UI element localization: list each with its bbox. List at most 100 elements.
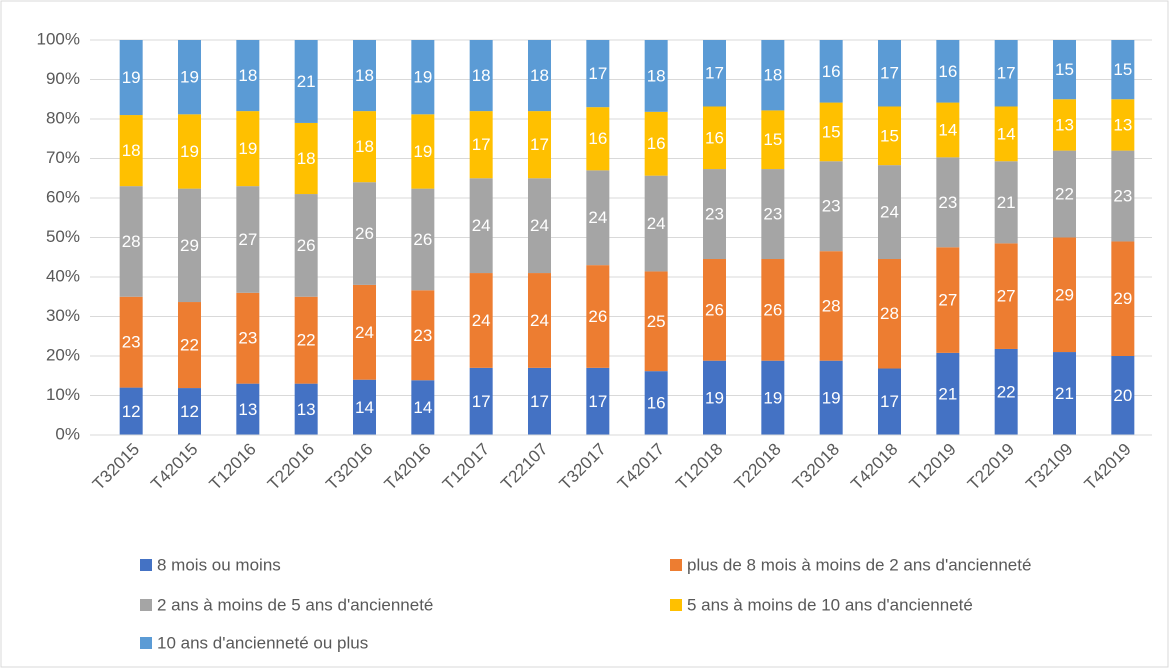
data-label: 17 [530,392,549,411]
bar-segment [1053,150,1076,238]
legend-label: 2 ans à moins de 5 ans d'ancienneté [157,595,433,614]
data-label: 19 [822,388,841,407]
data-label: 18 [238,66,257,85]
data-label: 17 [530,135,549,154]
bar-segment [119,296,143,388]
bar-segment [936,102,960,158]
bar-segment [353,379,376,435]
data-label: 17 [588,64,607,83]
data-label: 29 [1113,289,1132,308]
data-label: 27 [938,291,957,310]
bar-segment [819,251,843,361]
data-label: 19 [413,142,432,161]
bar-segment [1053,99,1076,151]
data-label: 22 [297,331,316,350]
data-label: 17 [472,135,491,154]
data-label: 19 [413,68,432,87]
y-tick-label: 90% [46,69,80,88]
bar-segment [586,367,610,435]
data-label: 13 [297,400,316,419]
bar-segment [119,387,143,435]
data-label: 24 [530,216,549,235]
bar-segment [761,110,785,170]
data-label: 17 [588,392,607,411]
data-label: 17 [997,64,1016,83]
bar-segment [178,302,201,389]
y-tick-label: 10% [46,385,80,404]
bar-segment [236,383,260,435]
bar-segment [469,111,493,179]
legend-swatch [140,637,152,649]
data-label: 26 [588,307,607,326]
legend-swatch [140,599,152,611]
data-label: 28 [822,296,841,315]
bar-segment [586,265,610,368]
data-label: 18 [530,66,549,85]
data-label: 15 [1055,60,1074,79]
bar-segment [119,186,143,297]
y-tick-label: 100% [37,29,80,48]
bar-segment [703,40,726,107]
data-label: 24 [530,311,549,330]
bar-segment [936,247,960,353]
data-label: 24 [355,323,374,342]
data-label: 23 [705,205,724,224]
data-label: 13 [238,400,257,419]
data-label: 16 [822,62,841,81]
y-tick-label: 40% [46,266,80,285]
bar-segment [703,169,726,260]
data-label: 14 [413,398,432,417]
data-label: 21 [297,72,316,91]
bar-segment [1053,237,1076,353]
data-label: 26 [297,236,316,255]
y-tick-label: 50% [46,227,80,246]
bar-segment [469,40,493,112]
data-label: 12 [122,402,141,421]
legend-label: 5 ans à moins de 10 ans d'ancienneté [687,595,973,614]
bar-segment [411,380,435,435]
data-label: 23 [1113,187,1132,206]
bar-segment [878,40,901,107]
data-label: 13 [1055,115,1074,134]
data-label: 26 [413,230,432,249]
bar-segment [644,371,668,435]
bar-segment [878,106,901,166]
data-label: 19 [122,68,141,87]
data-label: 20 [1113,386,1132,405]
data-label: 24 [647,214,666,233]
data-label: 28 [880,304,899,323]
bar-segment [294,383,318,435]
data-label: 18 [355,137,374,156]
bar-segment [644,271,668,372]
bar-segment [294,296,318,384]
bar-segment [761,40,785,111]
bar-segment [294,40,318,123]
bar-segment [294,194,318,297]
legend-label: 10 ans d'ancienneté ou plus [157,633,368,652]
y-tick-label: 70% [46,148,80,167]
bar-segment [178,40,201,115]
data-label: 21 [938,384,957,403]
bar-segment [586,40,610,108]
bar-segment [761,259,785,361]
bar-segment [994,348,1018,435]
bar-segment [353,111,376,183]
data-label: 23 [763,205,782,224]
bar-segment [236,292,260,384]
bar-segment [644,175,668,272]
bar-segment [178,114,201,189]
bar-segment [119,40,143,116]
data-label: 16 [647,134,666,153]
bar-segment [819,360,843,435]
data-label: 29 [1055,285,1074,304]
data-label: 17 [472,392,491,411]
data-label: 27 [997,287,1016,306]
bar-segment [586,107,610,171]
data-label: 18 [122,141,141,160]
bar-segment [1111,150,1135,242]
data-label: 16 [588,129,607,148]
bar-segment [411,40,435,115]
bar-segment [1111,99,1135,151]
data-label: 12 [180,402,199,421]
